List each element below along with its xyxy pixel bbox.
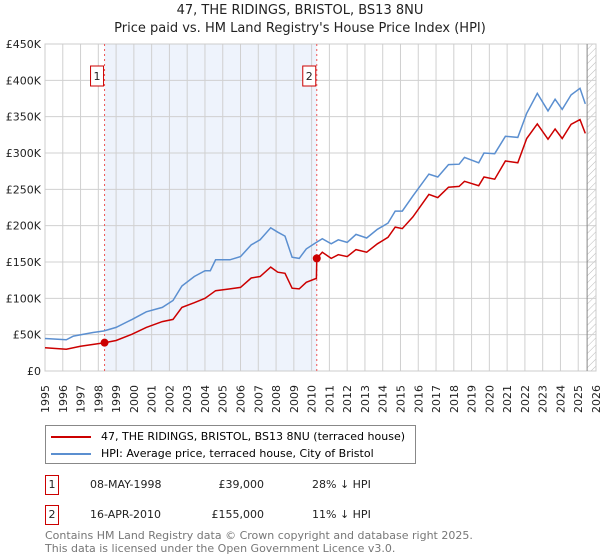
- legend-item-hpi: HPI: Average price, terraced house, City…: [51, 445, 405, 462]
- x-tick-label: 1998: [92, 385, 105, 413]
- y-tick-label: £250K: [6, 183, 42, 196]
- x-tick-label: 2007: [252, 385, 265, 413]
- sale-number-badge: 1: [45, 475, 59, 495]
- x-tick-label: 2010: [306, 385, 319, 413]
- sale-price: £155,000: [211, 508, 265, 521]
- x-tick-label: 2013: [359, 385, 372, 413]
- price-chart: 1995 1996 1997 1998 1999 2000 2001 2002 2003 2004…: [6, 38, 600, 413]
- x-tick-label: 2014: [377, 385, 390, 413]
- y-tick-label: £200K: [6, 220, 42, 233]
- y-tick-label: £0: [27, 365, 41, 378]
- x-tick-label: 2005: [217, 385, 230, 413]
- legend-label-hpi: HPI: Average price, terraced house, City…: [101, 447, 374, 460]
- legend-label-property: 47, THE RIDINGS, BRISTOL, BS13 8NU (terr…: [101, 430, 405, 443]
- x-tick-label: 2004: [199, 385, 212, 413]
- x-tick-label: 1997: [75, 385, 88, 413]
- blue-line-swatch: [51, 452, 91, 455]
- sale-point: [100, 338, 109, 347]
- footer-licence: This data is licensed under the Open Gov…: [45, 542, 396, 555]
- x-tick-label: 2016: [412, 385, 425, 413]
- y-tick-label: £50K: [13, 329, 42, 342]
- legend: 47, THE RIDINGS, BRISTOL, BS13 8NU (terr…: [45, 425, 416, 464]
- footer: Contains HM Land Registry data © Crown c…: [45, 529, 473, 555]
- marker-number: 2: [306, 70, 313, 83]
- marker-box: [302, 65, 317, 87]
- x-tick-label: 2001: [146, 385, 159, 413]
- chart-subtitle: Price paid vs. HM Land Registry's House …: [114, 21, 486, 36]
- footer-copyright: Contains HM Land Registry data © Crown c…: [45, 529, 473, 542]
- marker-number: 1: [94, 70, 101, 83]
- sale-marker-label: 1: [90, 65, 105, 87]
- chart-title: 47, THE RIDINGS, BRISTOL, BS13 8NU: [176, 3, 424, 18]
- sale-marker-label: 2: [302, 65, 317, 87]
- sale-price: £39,000: [218, 478, 265, 491]
- x-tick-label: 2020: [483, 385, 496, 413]
- sale-point: [312, 254, 321, 263]
- x-tick-label: 2021: [501, 385, 514, 413]
- x-tick-label: 2025: [572, 385, 585, 413]
- x-tick-label: 2019: [466, 385, 479, 413]
- x-tick-label: 2012: [341, 385, 354, 413]
- red-line-swatch: [51, 435, 91, 438]
- legend-item-property: 47, THE RIDINGS, BRISTOL, BS13 8NU (terr…: [51, 428, 405, 445]
- x-tick-label: 2018: [448, 385, 461, 413]
- ownership-period-shade: [104, 44, 317, 371]
- sale-hpi-diff: 11% ↓ HPI: [312, 508, 371, 521]
- sale-row: 1 08-MAY-1998 £39,000 28% ↓ HPI: [45, 475, 445, 495]
- y-tick-label: £450K: [6, 38, 42, 51]
- y-tick-label: £350K: [6, 111, 42, 124]
- x-tick-label: 2017: [430, 385, 443, 413]
- sale-date: 16-APR-2010: [90, 508, 162, 521]
- x-tick-label: 1996: [57, 385, 70, 413]
- y-tick-label: £100K: [6, 292, 42, 305]
- x-tick-label: 2011: [323, 385, 336, 413]
- x-tick-label: 2022: [519, 385, 532, 413]
- x-tick-label: 2023: [537, 385, 550, 413]
- x-tick-label: 2000: [128, 385, 141, 413]
- x-tick-label: 2015: [394, 385, 407, 413]
- plot-border: [44, 43, 597, 372]
- future-hatch: [587, 44, 596, 371]
- sale-number-badge: 2: [45, 505, 59, 525]
- x-tick-label: 1995: [39, 385, 52, 413]
- x-tick-label: 2006: [235, 385, 248, 413]
- sale-hpi-diff: 28% ↓ HPI: [312, 478, 371, 491]
- y-tick-label: £400K: [6, 74, 42, 87]
- sale-date: 08-MAY-1998: [90, 478, 162, 491]
- y-tick-label: £300K: [6, 147, 42, 160]
- property-price-line: [44, 118, 587, 350]
- y-tick-label: £150K: [6, 256, 42, 269]
- x-tick-label: 2008: [270, 385, 283, 413]
- x-tick-label: 2002: [163, 385, 176, 413]
- x-tick-label: 1999: [110, 385, 123, 413]
- marker-box: [90, 65, 105, 87]
- hpi-line: [44, 87, 587, 341]
- x-tick-label: 2009: [288, 385, 301, 413]
- sale-row: 2 16-APR-2010 £155,000 11% ↓ HPI: [45, 505, 445, 525]
- x-tick-label: 2003: [181, 385, 194, 413]
- x-tick-label: 2024: [554, 385, 567, 413]
- x-tick-label: 2026: [590, 385, 600, 413]
